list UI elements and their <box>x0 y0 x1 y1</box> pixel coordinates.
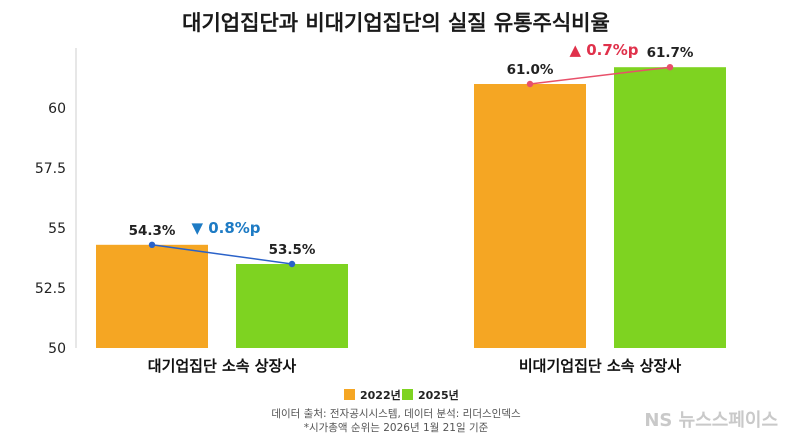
change-annotation: ▼ 0.8%p <box>191 219 260 237</box>
brand-logo: NS 뉴스스페이스 <box>644 410 778 431</box>
change-value: 0.8%p <box>208 219 261 237</box>
x-axis-categories: 대기업집단 소속 상장사 비대기업집단 소속 상장사 <box>148 357 682 375</box>
data-label: 54.3% <box>129 223 176 239</box>
change-value: 0.7%p <box>586 41 639 59</box>
trend-point <box>666 63 674 71</box>
bar <box>96 244 208 348</box>
legend-label: 2025년 <box>418 388 459 402</box>
y-axis: 50 52.5 55 57.5 60 <box>35 101 66 357</box>
y-tick-label: 57.5 <box>35 161 66 177</box>
source-line-1: 데이터 출처: 전자공시시스템, 데이터 분석: 리더스인덱스 <box>271 408 521 420</box>
trend-line <box>529 66 671 85</box>
bars <box>96 67 726 348</box>
up-triangle-icon: ▲ <box>569 41 586 59</box>
down-triangle-icon: ▼ <box>191 219 208 237</box>
change-annotation: ▲ 0.7%p <box>569 41 638 59</box>
value-labels: 54.3% 53.5% 61.0% 61.7% <box>129 45 694 258</box>
bar <box>614 67 726 348</box>
legend-label: 2022년 <box>360 388 401 402</box>
y-tick-label: 55 <box>48 221 66 237</box>
legend: 2022년 2025년 <box>344 388 459 402</box>
y-tick-label: 50 <box>48 341 66 357</box>
legend-swatch <box>344 389 355 400</box>
category-label: 대기업집단 소속 상장사 <box>148 357 297 375</box>
trend-point <box>148 241 156 248</box>
y-tick-label: 52.5 <box>35 281 66 297</box>
trend-line <box>151 244 293 265</box>
data-label: 61.7% <box>647 45 694 61</box>
legend-swatch <box>402 389 413 400</box>
trend-point <box>288 260 296 268</box>
data-label: 53.5% <box>269 242 316 258</box>
bar <box>474 84 586 348</box>
chart-title: 대기업집단과 비대기업집단의 실질 유통주식비율 <box>182 11 610 35</box>
y-tick-label: 60 <box>48 101 66 117</box>
trend-lines <box>148 63 674 268</box>
source-line-2: *시가총액 순위는 2026년 1월 21일 기준 <box>304 421 489 434</box>
change-annotations: ▼ 0.8%p ▲ 0.7%p <box>191 41 638 237</box>
bar <box>236 264 348 348</box>
data-label: 61.0% <box>507 62 554 78</box>
category-label: 비대기업집단 소속 상장사 <box>519 357 681 375</box>
trend-point <box>526 80 534 88</box>
